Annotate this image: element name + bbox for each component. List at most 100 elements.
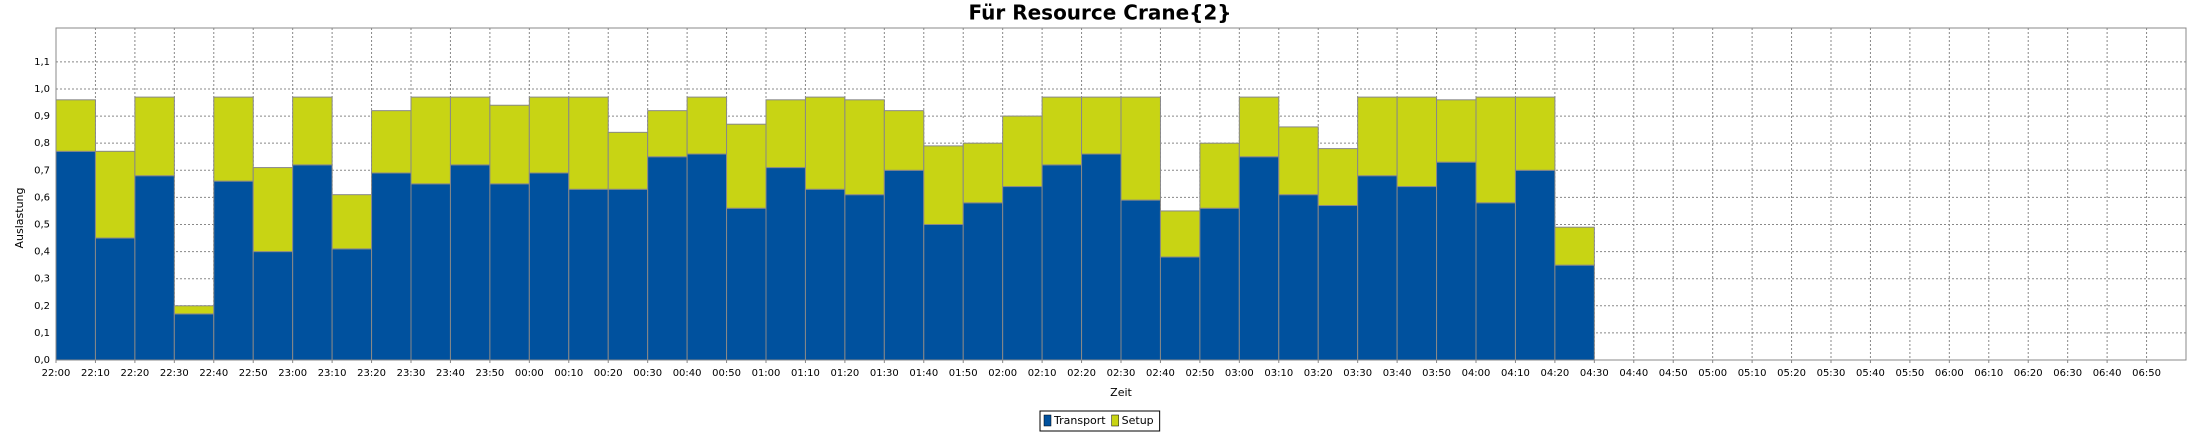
bar-segment	[331, 248, 373, 361]
legend-label: Transport	[1053, 414, 1106, 427]
x-tick-label: 23:30	[397, 368, 426, 379]
bar-segment	[449, 164, 491, 361]
x-tick-label: 05:50	[1895, 368, 1924, 379]
bar-segment	[1436, 99, 1477, 163]
x-tick-label: 04:00	[1462, 368, 1491, 379]
x-tick-label: 04:10	[1501, 368, 1530, 379]
bar-segment	[1159, 210, 1201, 258]
x-tick-label: 04:40	[1619, 368, 1648, 379]
x-tick-label: 06:50	[2132, 368, 2161, 379]
x-tick-label: 22:20	[120, 368, 149, 379]
x-tick-label: 03:20	[1304, 368, 1333, 379]
bar-segment	[292, 164, 333, 361]
y-tick-label: 0,0	[34, 355, 50, 366]
bar-segment	[371, 110, 412, 174]
y-tick-label: 0,5	[34, 219, 50, 230]
bar-segment	[1317, 148, 1359, 207]
x-tick-label: 01:40	[909, 368, 938, 379]
x-tick-label: 00:00	[515, 368, 544, 379]
x-tick-label: 05:20	[1777, 368, 1806, 379]
bar-segment	[528, 172, 570, 361]
x-tick-label: 00:40	[673, 368, 702, 379]
bar-segment	[1002, 186, 1043, 361]
x-tick-label: 01:00	[752, 368, 781, 379]
x-tick-label: 03:30	[1343, 368, 1372, 379]
x-tick-label: 04:20	[1540, 368, 1569, 379]
bar-segment	[371, 172, 412, 361]
bar-segment	[647, 156, 688, 361]
x-tick-label: 23:00	[278, 368, 307, 379]
bar-segment	[686, 96, 728, 155]
bar-segment	[331, 194, 373, 250]
bar-segment	[528, 96, 570, 174]
bar-segment	[1475, 202, 1516, 361]
bar-segment	[1081, 96, 1122, 155]
x-tick-label: 23:40	[436, 368, 465, 379]
bar-segment	[1554, 264, 1595, 361]
x-axis-label: Zeit	[1110, 386, 1132, 399]
x-tick-label: 05:40	[1856, 368, 1885, 379]
bar-segment	[765, 167, 806, 361]
bar-segment	[173, 305, 215, 315]
bar-segment	[765, 99, 806, 169]
x-tick-label: 23:50	[475, 368, 504, 379]
bar-segment	[647, 110, 688, 158]
bar-segment	[410, 96, 451, 185]
x-tick-label: 00:30	[633, 368, 662, 379]
x-tick-label: 05:10	[1738, 368, 1767, 379]
bar-segment	[844, 194, 885, 361]
bar-segment	[449, 96, 491, 166]
bar-segment	[1357, 175, 1398, 361]
bar-segment	[252, 251, 294, 361]
bar-segment	[568, 188, 609, 361]
legend-label: Setup	[1122, 414, 1154, 427]
x-tick-label: 23:20	[357, 368, 386, 379]
x-tick-label: 03:40	[1383, 368, 1412, 379]
x-tick-label: 01:50	[949, 368, 978, 379]
bar-segment	[1041, 164, 1083, 361]
bar-segment	[173, 313, 215, 361]
bar-segment	[962, 142, 1004, 204]
bar-segment	[1475, 96, 1516, 204]
x-tick-label: 22:50	[239, 368, 268, 379]
x-tick-label: 05:00	[1698, 368, 1727, 379]
x-tick-label: 06:10	[1974, 368, 2003, 379]
x-tick-label: 02:10	[1028, 368, 1057, 379]
bar-segment	[94, 237, 136, 361]
y-tick-label: 0,7	[34, 165, 50, 176]
bar-segment	[923, 223, 964, 361]
x-tick-label: 02:20	[1067, 368, 1096, 379]
x-tick-label: 01:10	[791, 368, 820, 379]
legend-box	[1039, 410, 1161, 432]
bar-segment	[607, 131, 649, 190]
bar-segment	[489, 104, 530, 185]
legend-swatch	[1043, 414, 1052, 427]
x-tick-label: 00:50	[712, 368, 741, 379]
bar-segment	[923, 145, 964, 225]
x-tick-label: 01:20	[830, 368, 859, 379]
x-tick-label: 02:30	[1107, 368, 1136, 379]
bar-segment	[1199, 142, 1240, 209]
x-tick-label: 01:30	[870, 368, 899, 379]
bar-segment	[1317, 205, 1359, 361]
bar-segment	[292, 96, 333, 166]
bar-segment	[1357, 96, 1398, 177]
bar-segment	[1159, 256, 1201, 361]
bar-segment	[804, 96, 846, 190]
y-tick-label: 1,1	[34, 57, 50, 68]
bar-segment	[607, 188, 649, 361]
x-tick-label: 02:40	[1146, 368, 1175, 379]
bar-segment	[94, 150, 136, 239]
bar-segment	[1554, 226, 1595, 266]
x-tick-label: 06:00	[1935, 368, 1964, 379]
bar-segment	[1238, 96, 1280, 158]
bar-segment	[410, 183, 451, 361]
bar-segment	[1002, 115, 1043, 188]
bar-segment	[883, 110, 925, 171]
y-tick-label: 0,6	[34, 192, 50, 203]
x-tick-label: 03:50	[1422, 368, 1451, 379]
bar-segment	[134, 96, 175, 177]
x-tick-label: 22:00	[42, 368, 71, 379]
x-tick-label: 05:30	[1817, 368, 1846, 379]
